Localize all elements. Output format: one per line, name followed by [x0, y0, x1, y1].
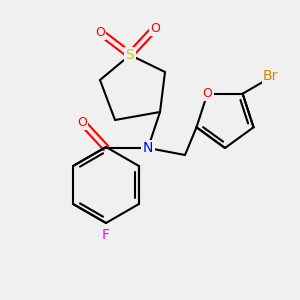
Text: O: O: [95, 26, 105, 38]
Text: N: N: [143, 141, 153, 155]
Text: O: O: [77, 116, 87, 128]
Text: F: F: [102, 228, 110, 242]
Text: S: S: [126, 48, 134, 62]
Text: O: O: [202, 87, 212, 100]
Text: Br: Br: [263, 69, 278, 83]
Text: O: O: [150, 22, 160, 34]
